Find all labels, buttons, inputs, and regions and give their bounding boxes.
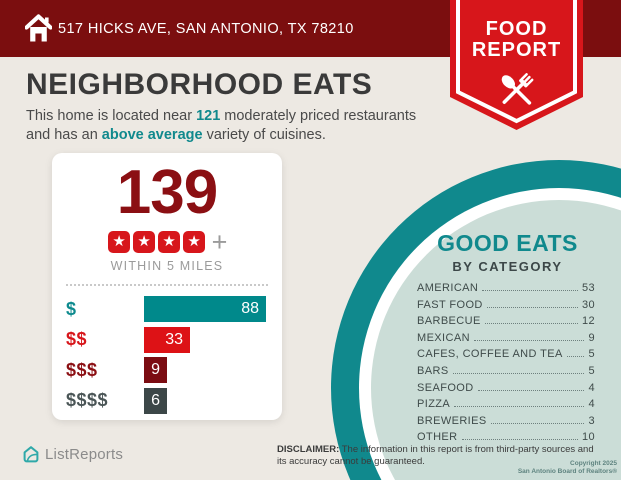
price-tier-row: $$$$ 6: [66, 387, 268, 414]
category-row: BREWERIES 3: [417, 415, 595, 432]
badge-line2: REPORT: [472, 39, 561, 61]
copyright-line2: San Antonio Board of Realtors®: [517, 468, 617, 475]
category-row: OTHER 10: [417, 431, 595, 448]
price-tier-row: $88: [66, 296, 268, 322]
price-tier-bar: 6: [144, 387, 167, 414]
intro-plain-text: variety of cuisines.: [202, 126, 326, 143]
home-icon: [25, 14, 52, 42]
category-name: BARBECUE: [417, 315, 481, 328]
food-report-badge: FOOD REPORT: [450, 0, 583, 140]
dotted-leader: [452, 372, 585, 374]
category-count: 9: [588, 331, 595, 344]
category-name: FAST FOOD: [417, 298, 483, 311]
price-tier-label: $$$: [66, 359, 98, 380]
price-tier-value: 88: [241, 300, 259, 317]
good-eats-section: GOOD EATS BY CATEGORY AMERICAN 53 FAST FOO…: [405, 230, 610, 448]
category-count: 30: [581, 298, 595, 311]
category-name: CAFES, COFFEE AND TEA: [417, 348, 563, 361]
category-name: BREWERIES: [417, 414, 487, 427]
category-row: MEXICAN 9: [417, 332, 595, 349]
good-eats-subtitle: BY CATEGORY: [452, 259, 563, 274]
category-name: OTHER: [417, 431, 458, 444]
copyright-line1: Copyright 2025: [570, 460, 617, 467]
intro-plain-text: This home is located near: [26, 108, 197, 124]
property-address: 517 HICKS AVE, SAN ANTONIO, TX 78210: [58, 20, 354, 37]
category-count: 12: [581, 315, 595, 328]
category-name: AMERICAN: [417, 282, 479, 294]
star-icon: ★: [183, 231, 206, 253]
price-tier-label: $$$$: [66, 390, 109, 410]
category-row: BARBECUE 12: [417, 315, 595, 332]
dotted-leader: [477, 389, 585, 391]
category-row: BARS 5: [417, 365, 595, 382]
category-row: FAST FOOD 30: [417, 299, 595, 316]
price-tier-bar: 9: [144, 357, 167, 383]
price-tier-chart: $88 $$ 33 $$$ 9 $$$$ 6: [52, 296, 282, 414]
category-count: 53: [581, 282, 595, 294]
category-count: 5: [588, 348, 595, 361]
star-icon: ★: [158, 231, 181, 253]
dotted-leader: [454, 406, 585, 408]
category-row: CAFES, COFFEE AND TEA 5: [417, 348, 595, 365]
category-name: SEAFOOD: [417, 381, 474, 394]
radius-caption: WITHIN 5 MILES: [110, 259, 224, 273]
category-row: SEAFOOD 4: [417, 382, 595, 399]
dotted-leader: [473, 339, 585, 341]
disclaimer-label: DISCLAIMER:: [277, 444, 340, 455]
category-count: 10: [581, 431, 595, 444]
category-count: 5: [588, 364, 595, 377]
dotted-leader: [484, 323, 578, 325]
plus-sign: +: [211, 227, 228, 257]
price-tier-label: $$: [66, 329, 88, 349]
ribbon-inner-border: [456, 0, 577, 124]
price-tier-bar: 33: [144, 326, 190, 353]
good-eats-title: GOOD EATS: [437, 230, 578, 256]
dotted-leader: [461, 439, 578, 441]
price-tier-value: 33: [165, 330, 183, 348]
ribbon-shape: [450, 0, 583, 130]
restaurant-summary-card: 139 ★ ★ ★ ★ + WITHIN 5 MILES $88 $$ 33 $$$ 9 $$$$…: [52, 153, 282, 420]
category-count: 4: [588, 381, 595, 394]
price-tier-value: 9: [151, 361, 160, 378]
price-tier-row: $$ 33: [66, 326, 268, 353]
disclaimer: DISCLAIMER: The information in this repo…: [277, 444, 599, 467]
dotted-leader: [490, 422, 585, 424]
listreports-house-icon: [23, 446, 39, 463]
star-icon: ★: [133, 231, 156, 253]
category-name: BARS: [417, 364, 449, 377]
price-tier-bar: 88: [144, 296, 266, 322]
category-name: MEXICAN: [417, 331, 470, 344]
category-count: 4: [588, 398, 595, 411]
listreports-wordmark: ListReports: [45, 446, 124, 463]
price-tier-value: 6: [151, 391, 160, 409]
category-row: AMERICAN 53: [417, 282, 595, 299]
category-name: PIZZA: [417, 398, 451, 411]
star-rating: ★ ★ ★ ★ +: [52, 227, 282, 257]
intro-text: This home is located near 121 moderately…: [26, 107, 428, 144]
category-count: 3: [588, 414, 595, 427]
intro-plain-text: moderately priced restaurants and has an: [26, 108, 417, 143]
price-tier-label: $: [66, 298, 77, 319]
dotted-leader: [482, 290, 578, 291]
price-tier-row: $$$ 9: [66, 357, 268, 383]
intro-accent-text: above average: [101, 126, 203, 143]
dotted-divider: [66, 284, 268, 286]
star-icon: ★: [108, 231, 131, 253]
disclaimer-text: The information in this report is from t…: [277, 444, 594, 467]
intro-accent-text: 121: [196, 108, 221, 124]
category-list: AMERICAN 53 FAST FOOD 30 BARBECUE 12 MEXICAN 9 C…: [417, 282, 595, 448]
listreports-logo: ListReports: [22, 445, 123, 464]
badge-line1: FOOD: [486, 18, 548, 40]
copyright: Copyright 2025 San Antonio Board of Real…: [518, 460, 617, 476]
page-title: NEIGHBORHOOD EATS: [26, 68, 373, 101]
dotted-leader: [486, 306, 578, 308]
category-row: PIZZA 4: [417, 398, 595, 415]
restaurant-count: 139: [116, 158, 218, 227]
utensils-icon: [501, 73, 534, 105]
dotted-leader: [566, 356, 585, 358]
